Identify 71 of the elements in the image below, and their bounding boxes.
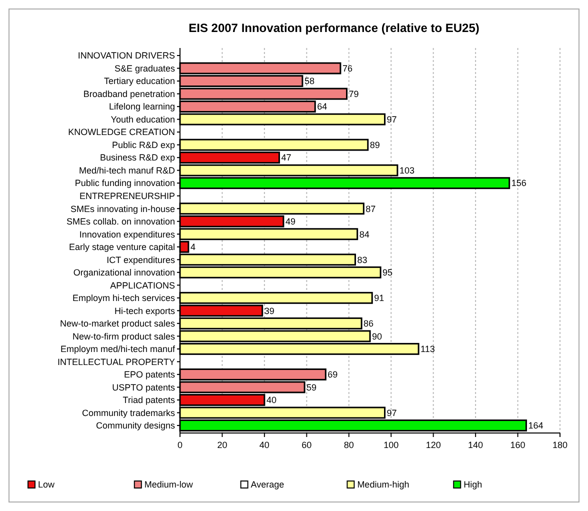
y-tick-label: Public funding innovation <box>74 178 175 188</box>
legend-label: High <box>464 480 482 490</box>
data-label: 97 <box>386 408 397 418</box>
y-tick-label: ICT expenditures <box>106 254 176 265</box>
data-label: 47 <box>281 152 292 163</box>
y-tick-label: Early stage venture capital <box>68 242 175 252</box>
y-tick-label: Employm hi-tech services <box>72 293 176 304</box>
y-tick-label: KNOWLEDGE CREATION <box>68 127 175 138</box>
data-label: 97 <box>386 114 397 124</box>
data-label: 113 <box>420 344 435 354</box>
x-tick-label: 120 <box>426 440 441 450</box>
y-tick-label: SMEs innovating in-house <box>70 204 175 214</box>
x-tick-label: 80 <box>344 440 354 450</box>
y-tick-label: Community trademarks <box>82 408 176 418</box>
data-label: 58 <box>304 76 314 86</box>
data-label: 49 <box>285 216 296 227</box>
x-tick-label: 0 <box>177 440 183 450</box>
data-label: 69 <box>328 370 338 380</box>
y-tick-label: Innovation expenditures <box>79 229 176 240</box>
x-tick-label: 180 <box>552 440 568 450</box>
legend-label: Low <box>38 480 56 490</box>
data-label: 90 <box>372 331 382 342</box>
data-label: 76 <box>342 63 352 74</box>
x-tick-label: 140 <box>468 440 484 450</box>
data-label: 39 <box>264 306 274 316</box>
data-label: 79 <box>348 88 359 99</box>
legend-label: Medium-low <box>144 480 194 490</box>
chart-title: EIS 2007 Innovation performance (relative to EU25) <box>188 21 480 35</box>
y-tick-label: ENTREPRENEURSHIP <box>79 191 175 201</box>
x-tick-label: 40 <box>259 440 270 450</box>
y-tick-label: Business R&D exp <box>100 152 175 163</box>
y-tick-label: Hi-tech exports <box>114 306 176 316</box>
y-tick-label: APPLICATIONS <box>110 280 175 290</box>
y-tick-label: INNOVATION DRIVERS <box>78 50 175 61</box>
y-tick-label: Public R&D exp <box>112 140 175 150</box>
y-tick-label: Youth education <box>110 114 175 124</box>
data-label: 87 <box>366 204 376 214</box>
data-label: 64 <box>317 102 328 112</box>
data-label: 59 <box>306 382 317 392</box>
data-label: 91 <box>374 293 384 304</box>
data-label: 84 <box>359 229 370 240</box>
data-label: 103 <box>399 165 414 176</box>
data-label: 164 <box>528 420 544 431</box>
data-label: 95 <box>382 268 393 278</box>
y-tick-label: Lifelong learning <box>108 102 175 112</box>
legend-label: Average <box>250 480 284 490</box>
y-tick-label: EPO patents <box>124 370 176 380</box>
y-tick-label: New-to-market product sales <box>60 318 176 329</box>
data-label: 4 <box>190 242 196 252</box>
legend-label: Medium-high <box>357 480 410 490</box>
y-tick-label: INTELLECTUAL PROPERTY <box>57 356 175 367</box>
y-tick-label: Organizational innovation <box>73 268 175 278</box>
y-tick-label: Broadband penetration <box>83 88 175 99</box>
x-tick-label: 100 <box>384 440 399 450</box>
x-tick-label: 60 <box>302 440 312 450</box>
y-tick-label: USPTO patents <box>112 382 176 392</box>
y-tick-label: Employm med/hi-tech manuf <box>60 344 176 354</box>
y-tick-label: SMEs collab. on innovation <box>66 216 175 227</box>
x-tick-label: 20 <box>217 440 228 450</box>
y-tick-label: Med/hi-tech manuf R&D <box>78 165 176 176</box>
y-tick-label: S&E graduates <box>114 63 176 74</box>
y-tick-label: Triad patents <box>122 395 176 406</box>
y-tick-label: New-to-firm product sales <box>72 331 176 342</box>
y-tick-label: Tertiary education <box>104 76 175 86</box>
data-label: 40 <box>266 395 276 406</box>
data-label: 86 <box>364 318 374 329</box>
x-tick-label: 160 <box>510 440 526 450</box>
data-label: 83 <box>357 254 368 265</box>
data-label: 156 <box>511 178 526 188</box>
y-tick-label: Community designs <box>96 420 176 431</box>
data-label: 89 <box>370 140 380 150</box>
